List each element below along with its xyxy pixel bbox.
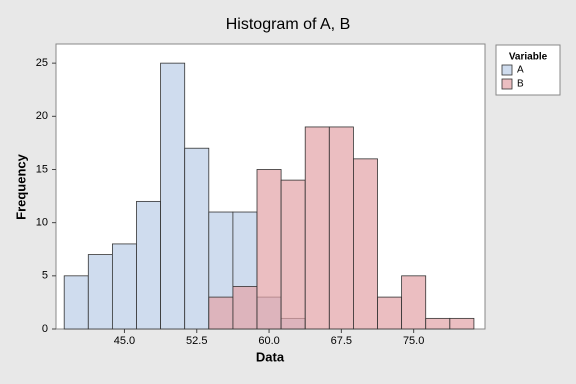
y-tick-label: 15 [36,163,48,175]
bar [87,254,113,330]
bar [232,286,258,330]
bar [449,317,475,330]
x-tick-label: 67.5 [331,335,352,347]
x-tick-label: 60.0 [258,335,279,347]
bar [280,179,306,330]
x-tick-label: 45.0 [114,335,135,347]
y-tick-label: 0 [42,323,48,335]
y-tick-label: 10 [36,217,48,229]
legend-swatch [501,64,513,76]
y-tick-label: 5 [42,270,48,282]
legend-label: A [517,65,524,76]
legend-swatch [501,78,513,90]
bar [63,275,89,330]
bar [136,200,161,330]
bar [377,296,403,330]
bar [184,147,210,330]
bar [160,62,186,330]
x-tick-label: 52.5 [186,335,207,347]
bar [328,126,354,330]
bar [256,169,282,330]
y-tick-label: 25 [36,57,48,69]
bar [401,275,427,330]
bar [208,296,234,330]
bar [353,158,378,330]
y-axis-label: Frequency [13,153,28,220]
legend-title: Variable [509,52,548,63]
bar [304,126,330,330]
legend-label: B [517,79,524,90]
bar [111,243,137,330]
y-tick-label: 20 [36,110,48,122]
bar [425,317,451,330]
x-tick-label: 75.0 [403,335,424,347]
chart-title: Histogram of A, B [226,16,351,33]
x-axis-label: Data [256,349,285,364]
